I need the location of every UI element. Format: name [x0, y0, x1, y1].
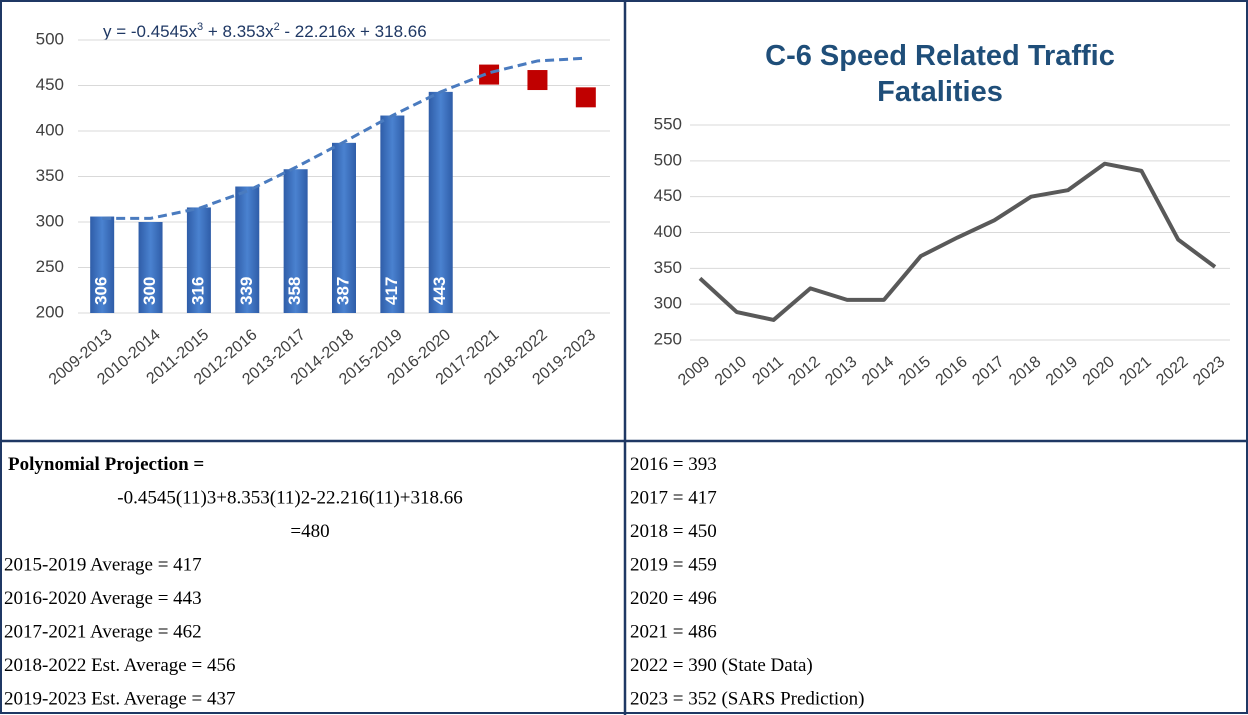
x-tick-label: 2014	[859, 353, 897, 389]
data-label: 316	[188, 277, 207, 305]
table-cell: 2017-2021 Average = 462	[4, 622, 202, 643]
projection-marker	[575, 87, 596, 108]
projection-marker	[527, 70, 548, 91]
trend-line	[102, 56, 586, 220]
bar	[138, 222, 163, 313]
table-cell: 2018-2022 Est. Average = 456	[4, 655, 235, 676]
bar	[428, 91, 453, 314]
x-tick-label: 2016	[933, 353, 971, 389]
table-cell: 2020 = 496	[630, 588, 717, 609]
x-tick-label: 2015	[896, 353, 934, 389]
eq-sup: 3	[197, 21, 203, 33]
table-cell: =480	[290, 521, 329, 542]
y-tick-label: 350	[36, 166, 64, 185]
table-cell: 2018 = 450	[630, 521, 717, 542]
right-chart-title: C-6 Speed Related Traffic Fatalities	[765, 40, 1115, 108]
eq-part: y = -0.4545x	[103, 22, 198, 41]
data-label: 417	[382, 277, 401, 305]
x-tick-label: 2011	[750, 353, 787, 388]
x-tick-label: 2010	[712, 353, 750, 389]
y-tick-label: 500	[36, 29, 64, 48]
data-label: 387	[333, 277, 352, 305]
y-tick-label: 350	[654, 258, 682, 277]
x-tick-label: 2018	[1006, 353, 1044, 389]
table-cell: 2023 = 352 (SARS Prediction)	[630, 689, 865, 710]
y-tick-label: 550	[654, 114, 682, 133]
y-tick-label: 300	[654, 294, 682, 313]
y-tick-label: 500	[654, 150, 682, 169]
x-tick-label: 2020	[1080, 353, 1118, 389]
data-label: 443	[430, 277, 449, 305]
bar	[90, 216, 115, 313]
data-label: 358	[285, 277, 304, 305]
y-tick-label: 400	[654, 222, 682, 241]
trend-equation: y = -0.4545x3 + 8.353x2 - 22.216x + 318.…	[103, 21, 427, 42]
bar	[235, 186, 260, 313]
x-tick-label: 2019	[1043, 353, 1081, 389]
x-tick-label: 2022	[1153, 353, 1191, 389]
x-tick-label: 2009	[675, 353, 713, 389]
x-tick-label: 2013	[822, 353, 860, 389]
bar	[186, 207, 211, 313]
bar	[380, 115, 405, 313]
x-tick-label: 2012	[785, 353, 823, 389]
bar	[283, 169, 308, 313]
eq-part: + 8.353x	[203, 22, 274, 41]
x-tick-label: 2023	[1190, 353, 1228, 389]
x-tick-label: 2021	[1117, 353, 1155, 389]
data-label: 306	[92, 277, 111, 305]
table-cell: 2022 = 390 (State Data)	[630, 655, 813, 676]
y-tick-label: 250	[654, 329, 682, 348]
table-cell: 2016-2020 Average = 443	[4, 588, 202, 609]
bar	[332, 142, 356, 313]
table-cell: 2019 = 459	[630, 555, 717, 576]
y-tick-label: 200	[36, 302, 64, 321]
table-cell: 2021 = 486	[630, 622, 717, 643]
table-cell: 2019-2023 Est. Average = 437	[4, 689, 235, 710]
eq-part: - 22.216x + 318.66	[280, 22, 427, 41]
table-cell: 2016 = 393	[630, 454, 717, 475]
y-tick-label: 300	[36, 211, 64, 230]
table-cell: 2015-2019 Average = 417	[4, 555, 202, 576]
y-tick-label: 450	[36, 75, 64, 94]
eq-sup: 2	[274, 21, 280, 33]
table-cell: Polynomial Projection =	[8, 454, 204, 475]
x-tick-label: 2017	[969, 353, 1007, 389]
y-tick-label: 400	[36, 120, 64, 139]
data-label: 339	[237, 277, 256, 305]
y-tick-label: 450	[654, 186, 682, 205]
data-label: 300	[140, 277, 159, 305]
y-tick-label: 250	[36, 257, 64, 276]
data-line	[698, 161, 1217, 322]
table-cell: -0.4545(11)3+8.353(11)2-22.216(11)+318.6…	[117, 488, 462, 509]
projection-marker	[479, 64, 500, 85]
table-cell: 2017 = 417	[630, 488, 717, 509]
